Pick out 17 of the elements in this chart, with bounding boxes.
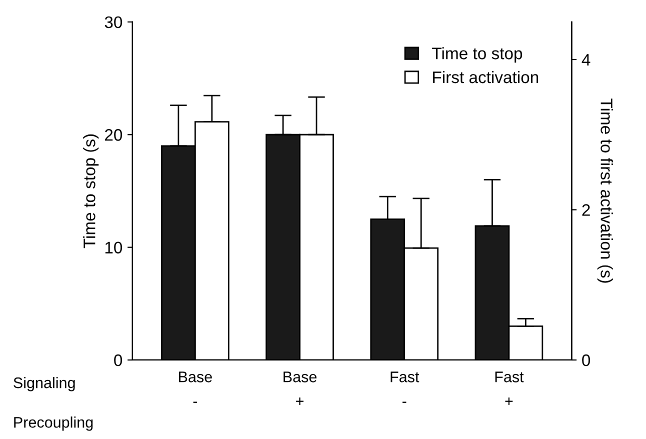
x-tick-label: Fast +: [495, 372, 524, 406]
category-label: Fast -: [390, 372, 420, 403]
y-tick-label: 30: [104, 16, 122, 28]
text: Signaling: [14, 377, 75, 392]
y2-tick-label: 0: [582, 354, 590, 366]
y2-axis-title: Time to first activation (s): [597, 98, 613, 283]
y2-tick-label: 4: [582, 54, 590, 66]
y2-tick-label: 2: [582, 204, 590, 216]
text: Precoupling: [14, 416, 93, 431]
legend-label: Time to stop: [432, 47, 522, 63]
y-tick-label: 20: [105, 129, 122, 141]
legend-label: First activation: [433, 70, 538, 84]
x-tick-label: Base +: [284, 372, 317, 406]
category-label: Base -: [179, 372, 212, 403]
y-tick-label: 10: [105, 242, 122, 254]
y-tick-label: 0: [114, 354, 122, 366]
y-axis-title: Time to stop (s): [83, 134, 99, 248]
